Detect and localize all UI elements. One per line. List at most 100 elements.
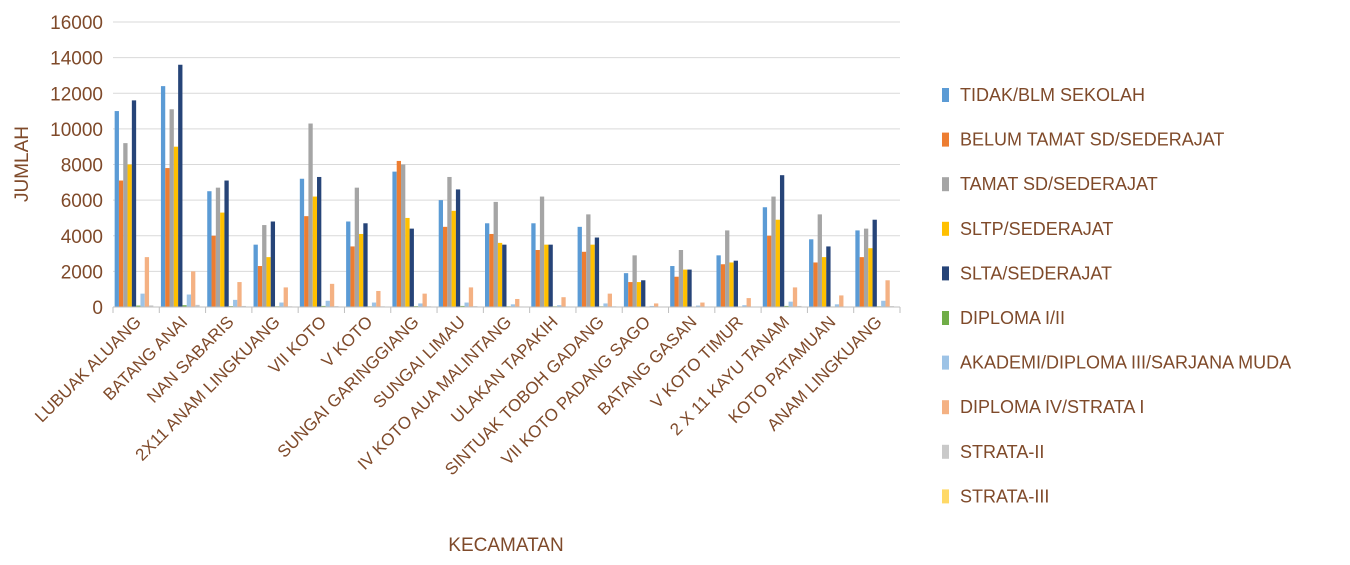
bar	[679, 250, 683, 307]
bar	[544, 245, 548, 307]
legend-swatch	[942, 311, 949, 325]
bar	[515, 299, 519, 307]
bar	[789, 302, 793, 307]
bar	[372, 303, 376, 307]
bar	[326, 301, 330, 307]
bar	[578, 227, 582, 307]
bar	[687, 270, 691, 307]
bar	[465, 303, 469, 307]
bar	[258, 266, 262, 307]
bar	[603, 303, 607, 307]
legend-label: DIPLOMA I/II	[960, 308, 1065, 328]
bar	[716, 255, 720, 307]
bar	[317, 177, 321, 307]
bar	[489, 234, 493, 307]
bar	[868, 248, 872, 307]
bar	[401, 165, 405, 308]
bar	[207, 191, 211, 307]
bar	[590, 245, 594, 307]
bar	[439, 200, 443, 307]
bar	[536, 250, 540, 307]
bar	[170, 109, 174, 307]
bar	[531, 223, 535, 307]
bar	[224, 181, 228, 307]
bar	[119, 181, 123, 307]
bar	[822, 257, 826, 307]
bar	[405, 218, 409, 307]
bar	[469, 287, 473, 307]
bar	[881, 301, 885, 307]
bar	[132, 100, 136, 307]
bar	[725, 230, 729, 307]
bar	[628, 282, 632, 307]
y-tick-label: 16000	[50, 13, 103, 34]
y-tick-label: 10000	[50, 120, 103, 141]
bar	[771, 197, 775, 307]
bar	[330, 284, 334, 307]
bar	[608, 294, 612, 307]
bar	[839, 295, 843, 307]
bar	[809, 239, 813, 307]
bar	[174, 147, 178, 307]
bar	[145, 257, 149, 307]
legend-label: AKADEMI/DIPLOMA III/SARJANA MUDA	[960, 353, 1291, 373]
bar	[456, 189, 460, 307]
y-tick-label: 12000	[50, 84, 103, 105]
bar	[637, 282, 641, 307]
bar	[721, 264, 725, 307]
bar	[595, 238, 599, 307]
bar	[233, 300, 237, 307]
bar	[178, 65, 182, 307]
bar	[300, 179, 304, 307]
bar	[355, 188, 359, 307]
legend-swatch	[942, 356, 949, 370]
bar	[624, 273, 628, 307]
bar	[128, 165, 132, 308]
bar	[885, 280, 889, 307]
y-tick-label: 14000	[50, 49, 103, 70]
bar	[767, 236, 771, 307]
bar	[262, 225, 266, 307]
bar	[864, 229, 868, 307]
bar	[776, 220, 780, 307]
bar	[586, 214, 590, 307]
bar	[397, 161, 401, 307]
bar	[813, 262, 817, 307]
legend: TIDAK/BLM SEKOLAH BELUM TAMAT SD/SEDERAJA…	[942, 85, 1291, 506]
bar	[271, 222, 275, 308]
bar	[447, 177, 451, 307]
bar	[350, 246, 354, 307]
bar	[165, 168, 169, 307]
bar	[561, 297, 565, 307]
bar	[418, 303, 422, 307]
legend-label: DIPLOMA IV/STRATA I	[960, 397, 1144, 417]
bar	[304, 216, 308, 307]
bar	[700, 303, 704, 307]
bar	[284, 287, 288, 307]
bars	[115, 65, 899, 307]
legend-label: STRATA-II	[960, 442, 1044, 462]
bar	[729, 262, 733, 307]
x-axis-title: KECAMATAN	[448, 535, 563, 556]
bar	[254, 245, 258, 307]
legend-swatch	[942, 266, 949, 280]
bar	[747, 298, 751, 307]
bar	[873, 220, 877, 307]
bar	[115, 111, 119, 307]
legend-label: TIDAK/BLM SEKOLAH	[960, 85, 1145, 105]
bar	[191, 271, 195, 307]
bar	[123, 143, 127, 307]
bar	[582, 252, 586, 307]
bar	[734, 261, 738, 307]
bar	[359, 234, 363, 307]
bar	[793, 287, 797, 307]
bar	[632, 255, 636, 307]
legend-label: BELUM TAMAT SD/SEDERAJAT	[960, 130, 1224, 150]
bar	[346, 222, 350, 308]
bar	[410, 229, 414, 307]
bar	[855, 230, 859, 307]
